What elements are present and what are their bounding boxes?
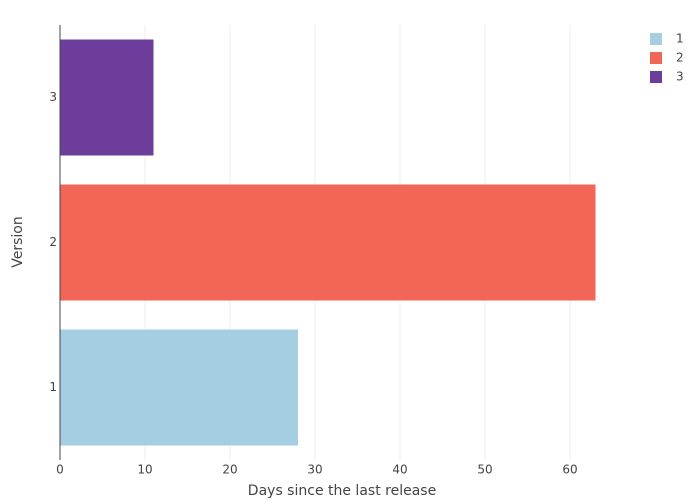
x-tick-label: 50 <box>477 463 492 477</box>
x-axis-title: Days since the last release <box>248 483 436 499</box>
legend-swatch <box>650 33 662 45</box>
x-tick-label: 20 <box>222 463 237 477</box>
x-tick-label: 40 <box>392 463 407 477</box>
x-tick-label: 0 <box>56 463 64 477</box>
legend-swatch <box>650 52 662 64</box>
y-tick-label: 3 <box>49 90 57 104</box>
legend-label: 1 <box>676 32 684 46</box>
y-tick-label: 1 <box>49 380 57 394</box>
x-tick-label: 10 <box>137 463 152 477</box>
bar <box>60 39 154 156</box>
x-tick-label: 30 <box>307 463 322 477</box>
y-axis-title: Version <box>10 216 26 267</box>
legend-swatch <box>650 71 662 83</box>
bar <box>60 329 298 446</box>
bar <box>60 184 596 301</box>
legend-label: 2 <box>676 51 684 65</box>
y-tick-label: 2 <box>49 235 57 249</box>
legend-label: 3 <box>676 70 684 84</box>
x-tick-label: 60 <box>562 463 577 477</box>
